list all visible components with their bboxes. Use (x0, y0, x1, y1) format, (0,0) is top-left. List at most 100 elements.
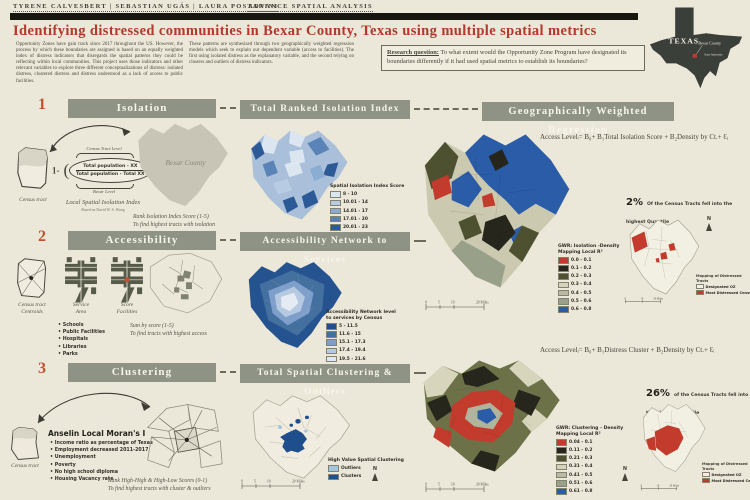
legend-row: 0.61 - 0.8 (556, 488, 634, 495)
legend-items: 8 - 10 10.01 - 14 14.01 - 17 17.01 - 20 (330, 191, 408, 231)
gwr-clustering-legend: GWR: Clustering - Density Mapping Local … (556, 426, 634, 495)
legend-row: 0.5 - 0.6 (558, 298, 634, 305)
legend-items: 5 - 11.5 11.6 - 15 15.1 - 17.3 17.4 - 19… (326, 323, 406, 363)
legend-title: Accessibility Network level to services … (326, 310, 396, 321)
quantile-stat-1: 2% Of the Census Tracts fell into the hi… (626, 197, 733, 225)
legend-row: 0.51 - 0.6 (556, 480, 634, 487)
score-facilities-icon (111, 257, 143, 303)
variable-item: Housing Vacancy rate (50, 476, 153, 483)
san-antonio-label: San Antonio (704, 53, 723, 57)
census-tract-label: Census tract (19, 197, 47, 203)
centroid-icon (17, 258, 47, 298)
facilities-list: SchoolsPublic FacilitiesHospitalsLibrari… (58, 322, 105, 358)
legend-row: 0.0 - 0.1 (558, 257, 634, 264)
quantile-map-1 (629, 219, 700, 295)
bexar-county-map-label: Bexar County (165, 159, 206, 167)
service-area-label: Service Area (72, 302, 90, 315)
legend-row: 0.1 - 0.2 (558, 265, 634, 272)
legend-swatch (326, 331, 337, 338)
clustering-sketch-map (146, 404, 223, 469)
scale-bar: 0 5 10 20 Miles (241, 480, 305, 489)
divider-dots (414, 240, 426, 242)
legend-row: 11.6 - 15 (326, 331, 406, 338)
bexar-county-outline-map: Bexar County (138, 123, 228, 207)
quantile-map-1-legend: Mapping of Distressed Tracts Designated … (696, 274, 750, 296)
variables-list: Income ratio as percentage of TexasEmplo… (50, 440, 153, 483)
legend-swatch (558, 306, 569, 313)
legend-row: Designated OZ (696, 284, 748, 290)
legend-swatch (326, 355, 337, 363)
divider-dots (220, 371, 236, 373)
access-sketch-map (149, 253, 223, 314)
north-arrow-triangle (372, 473, 378, 481)
legend-swatch (702, 478, 710, 484)
variable-item: No high school diploma (50, 469, 153, 476)
legend-row: 0.04 - 0.1 (556, 439, 634, 446)
legend-swatch (702, 472, 710, 478)
texas-label: TEXAS (668, 37, 699, 45)
gwr-isolation-map (424, 134, 570, 288)
north-arrow-triangle (622, 473, 628, 481)
legend-row: 14.01 - 17 (330, 207, 408, 215)
panel-header-clustering-outliers: Total Spatial Clustering & Outliers (240, 364, 410, 397)
score-facilities-label: Score Facilities (116, 302, 138, 315)
legend-title: High Value Spatial Clustering (328, 458, 404, 463)
legend-swatch (696, 290, 704, 296)
formula-top-label: Census Tract Level (86, 146, 122, 151)
legend-row: 10.01 - 14 (330, 199, 408, 207)
legend-swatch (558, 273, 569, 281)
legend-title: Spatial Isolation Index Score (330, 184, 405, 189)
facility-item: Parks (58, 351, 105, 358)
panel-header-gwr: Geographically Weighted Regression (482, 102, 674, 136)
svg-text:5: 5 (254, 480, 256, 484)
curved-arrow (49, 125, 131, 153)
svg-text:0: 0 (625, 297, 627, 300)
svg-text:0: 0 (425, 483, 427, 487)
svg-text:10: 10 (267, 480, 271, 484)
variable-item: Unemployment (50, 454, 153, 461)
morans-i-title: Anselin Local Moran's I (48, 429, 146, 438)
legend-swatch (556, 488, 567, 495)
isolation-note: Rank Isolation Index Score (1-5) To find… (133, 214, 216, 229)
svg-text:20 Miles: 20 Miles (669, 484, 679, 487)
scale-bar: 0 10 20 Miles (625, 297, 663, 304)
formula-bottom-label: Bexar Level (92, 189, 116, 194)
census-tract-label: Census tract (11, 463, 39, 469)
section-header-accessibility: Accessibility (68, 231, 216, 250)
gwr-clustering-map (423, 360, 560, 472)
index-source: Based on David W. S. Wong (81, 208, 125, 212)
facility-item: Hospitals (58, 336, 105, 343)
section-header-clustering: Clustering (68, 363, 216, 382)
legend-row: Outliers (328, 465, 404, 472)
panel-header-isolation-index: Total Ranked Isolation Index (240, 100, 410, 119)
legend-row: Designated OZ (702, 472, 748, 478)
section-header-isolation: Isolation (68, 99, 216, 118)
legend-row: 0.6 - 0.8 (558, 306, 634, 313)
scale-bar: 0 5 10 20 Miles (425, 301, 489, 310)
svg-text:20 Miles: 20 Miles (476, 483, 489, 487)
svg-text:0: 0 (425, 301, 427, 305)
legend-swatch (326, 323, 337, 330)
clustering-map-legend: High Value Spatial Clustering Outliers C… (328, 458, 404, 481)
legend-swatch (558, 281, 569, 289)
legend-swatch (558, 257, 569, 264)
legend-row: 0.41 - 0.5 (556, 471, 634, 479)
gwr-isolation-legend: GWR: Isolation -Density Mapping Local R²… (558, 244, 634, 313)
formula-denominator: Total population - Total XX (76, 172, 145, 178)
isolation-map-legend: Spatial Isolation Index Score 8 - 10 10.… (330, 184, 408, 231)
divider-dots (414, 372, 426, 374)
formula-numerator: Total population - XX (76, 164, 145, 172)
leader-line (696, 45, 703, 54)
clustering-note: Rank High-High & High-Low Scores (0-1) T… (108, 478, 211, 493)
isolation-index-map (250, 130, 348, 220)
legend-items: 0.0 - 0.1 0.1 - 0.2 0.2 - 0.3 0.3 - 0.4 (558, 257, 634, 313)
curved-arrow (37, 392, 151, 424)
legend-row: 0.21 - 0.3 (556, 455, 634, 463)
svg-text:5: 5 (438, 483, 440, 487)
research-question-box: Research question: To what extent would … (381, 45, 645, 71)
accessibility-map-legend: Accessibility Network level to services … (326, 310, 406, 363)
legend-swatch (558, 265, 569, 272)
census-tract-icon (17, 147, 48, 189)
svg-text:20 Miles: 20 Miles (653, 297, 663, 300)
bexar-marker (692, 53, 697, 58)
